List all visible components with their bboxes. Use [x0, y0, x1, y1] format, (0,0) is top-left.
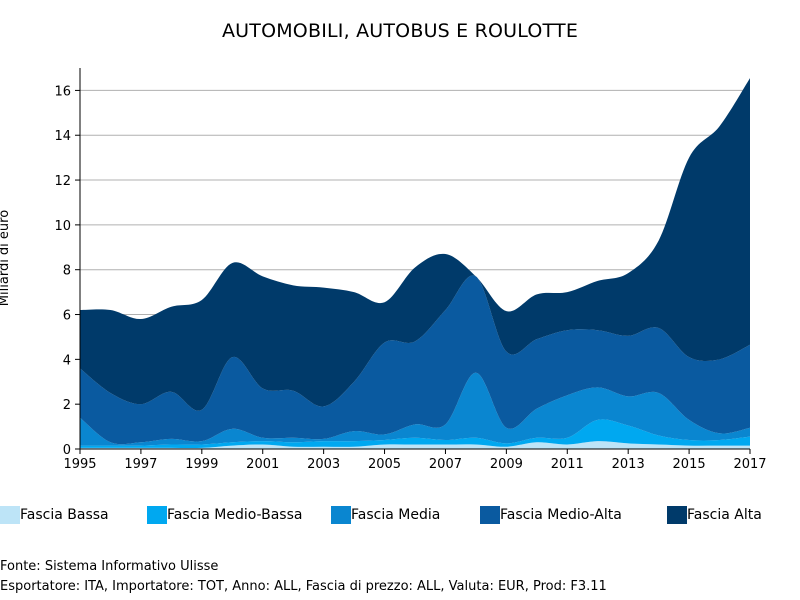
- footer-source: Fonte: Sistema Informativo Ulisse: [0, 559, 219, 574]
- area-series-3: [80, 372, 750, 446]
- area-series-1: [80, 441, 750, 449]
- legend-swatch: [147, 506, 167, 524]
- legend-label: Fascia Medio-Alta: [500, 507, 622, 523]
- x-tick-label: 2007: [429, 457, 462, 472]
- legend-swatch: [331, 506, 351, 524]
- x-tick-label: 1995: [63, 457, 96, 472]
- legend-item: Fascia Medio-Alta: [480, 504, 622, 526]
- legend-swatch: [480, 506, 500, 524]
- area-series-5: [80, 78, 750, 411]
- area-chart: 0 2 4 6 8 10 12 14 16 1995 1997 1999 2001 2003 2005 20…: [54, 68, 767, 472]
- x-tick-label: 2015: [673, 457, 706, 472]
- y-tick-label: 14: [54, 129, 71, 144]
- legend-item: Fascia Alta: [667, 504, 762, 526]
- footer-details: Esportatore: ITA, Importatore: TOT, Anno…: [0, 579, 607, 594]
- y-tick-label: 6: [63, 309, 71, 324]
- y-tick-label: 16: [54, 84, 71, 99]
- x-tick-label: 2011: [551, 457, 584, 472]
- legend-item: Fascia Medio-Bassa: [147, 504, 302, 526]
- legend: Fascia Bassa Fascia Medio-Bassa Fascia Med…: [0, 504, 800, 526]
- y-tick-labels: 0 2 4 6 8 10 12 14 16: [54, 84, 80, 458]
- legend-swatch: [0, 506, 20, 524]
- series-areas: [80, 78, 750, 449]
- x-tick-label: 2013: [612, 457, 645, 472]
- y-tick-label: 2: [63, 398, 71, 413]
- y-tick-label: 12: [54, 174, 71, 189]
- y-tick-label: 0: [63, 443, 71, 458]
- x-tick-label: 2017: [733, 457, 766, 472]
- x-tick-labels: 1995 1997 1999 2001 2003 2005 2007 2009 2011 2013…: [63, 449, 767, 472]
- legend-item: Fascia Bassa: [0, 504, 109, 526]
- legend-swatch: [667, 506, 687, 524]
- y-tick-label: 10: [54, 219, 71, 234]
- area-series-4: [80, 275, 750, 445]
- legend-item: Fascia Media: [331, 504, 440, 526]
- y-tick-label: 4: [63, 353, 71, 368]
- axes: [79, 68, 750, 450]
- footer: Fonte: Sistema Informativo Ulisse Esport…: [0, 557, 607, 597]
- x-tick-label: 1997: [124, 457, 157, 472]
- chart-title: AUTOMOBILI, AUTOBUS E ROULOTTE: [221, 20, 579, 42]
- legend-label: Fascia Medio-Bassa: [167, 507, 303, 523]
- y-tick-label: 8: [63, 264, 71, 279]
- x-tick-label: 2005: [368, 457, 401, 472]
- x-tick-label: 2003: [307, 457, 340, 472]
- legend-label: Fascia Alta: [687, 507, 762, 523]
- x-tick-label: 2001: [246, 457, 279, 472]
- legend-label: Fascia Media: [351, 507, 441, 523]
- x-tick-label: 1999: [185, 457, 218, 472]
- x-tick-label: 2009: [490, 457, 523, 472]
- legend-label: Fascia Bassa: [20, 507, 109, 523]
- area-series-2: [80, 419, 750, 449]
